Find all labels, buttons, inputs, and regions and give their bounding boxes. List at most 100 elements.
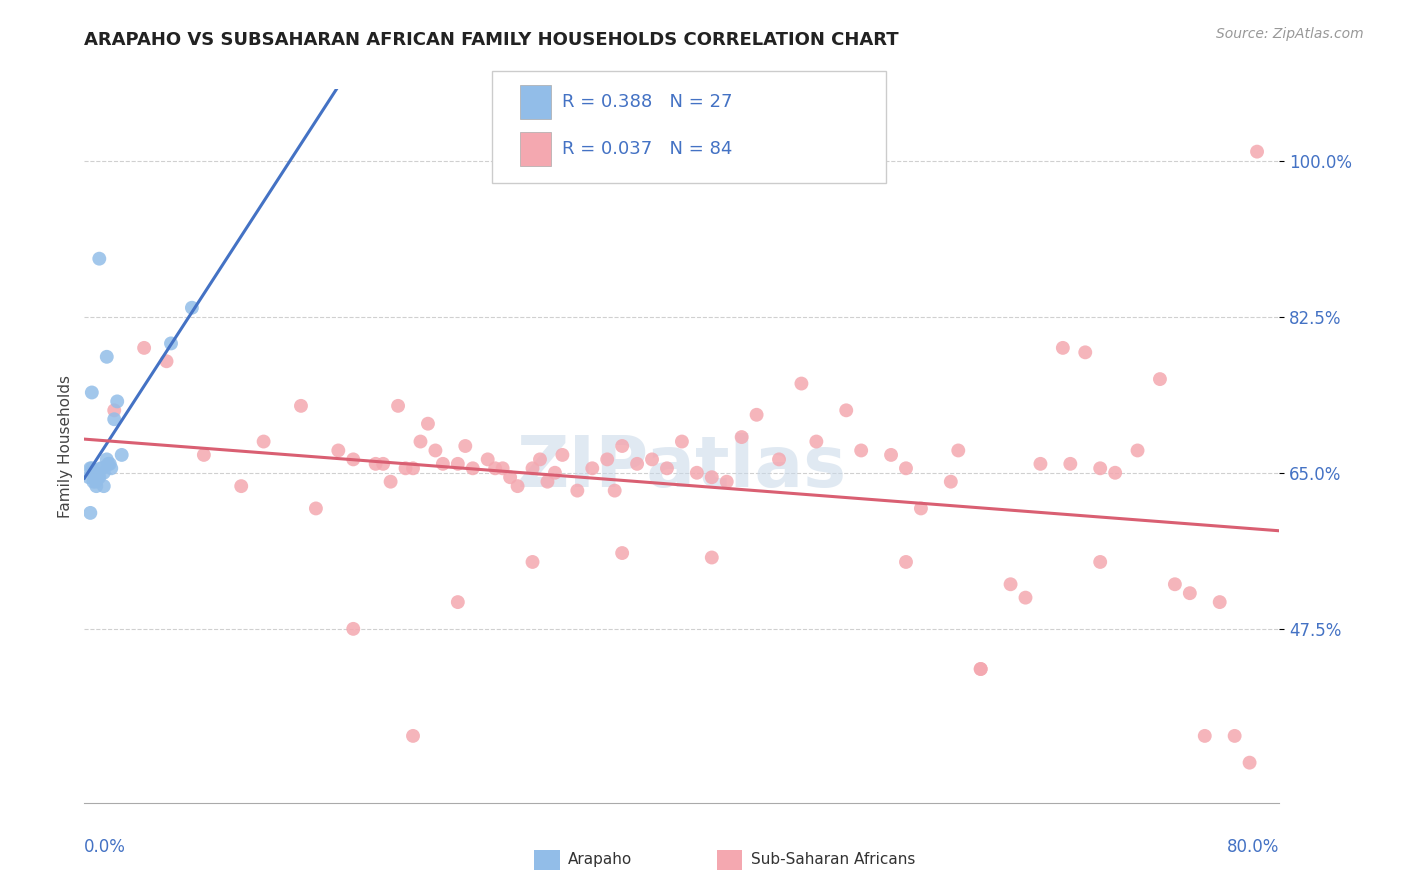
Point xyxy=(731,430,754,444)
Point xyxy=(89,470,111,484)
Point xyxy=(970,662,993,676)
Point xyxy=(544,466,567,480)
Point xyxy=(432,457,454,471)
Text: R = 0.388   N = 27: R = 0.388 N = 27 xyxy=(562,93,733,111)
Point xyxy=(700,470,723,484)
Point xyxy=(86,475,108,489)
Point xyxy=(155,354,177,368)
Point xyxy=(536,475,558,489)
Point xyxy=(409,434,432,449)
Point xyxy=(91,461,114,475)
Point xyxy=(612,439,634,453)
Point xyxy=(1246,145,1268,159)
Point xyxy=(181,301,204,315)
Point xyxy=(1074,345,1097,359)
Point xyxy=(100,461,122,475)
Point xyxy=(790,376,813,391)
Point xyxy=(939,475,962,489)
Point xyxy=(253,434,276,449)
Point xyxy=(1090,461,1112,475)
Point xyxy=(454,439,477,453)
Point xyxy=(1052,341,1074,355)
Point xyxy=(1178,586,1201,600)
Point xyxy=(506,479,529,493)
Point xyxy=(105,394,128,409)
Point xyxy=(103,403,125,417)
Point xyxy=(603,483,626,498)
Point xyxy=(402,729,425,743)
Point xyxy=(342,622,364,636)
Point xyxy=(492,461,515,475)
Point xyxy=(80,461,103,475)
Point xyxy=(364,457,387,471)
Point xyxy=(1029,457,1052,471)
Point xyxy=(416,417,439,431)
Point xyxy=(82,475,104,489)
Text: Sub-Saharan Africans: Sub-Saharan Africans xyxy=(751,853,915,867)
Y-axis label: Family Households: Family Households xyxy=(58,375,73,517)
Text: ARAPAHO VS SUBSAHARAN AFRICAN FAMILY HOUSEHOLDS CORRELATION CHART: ARAPAHO VS SUBSAHARAN AFRICAN FAMILY HOU… xyxy=(84,31,898,49)
Point xyxy=(522,555,544,569)
Point xyxy=(1059,457,1081,471)
Point xyxy=(835,403,858,417)
Point xyxy=(83,466,105,480)
Point xyxy=(328,443,350,458)
Point xyxy=(160,336,183,351)
Point xyxy=(641,452,664,467)
Point xyxy=(96,452,118,467)
Point xyxy=(522,461,544,475)
Point xyxy=(484,461,506,475)
Point xyxy=(970,662,993,676)
Point xyxy=(79,461,101,475)
Point xyxy=(82,466,104,480)
Point xyxy=(596,452,619,467)
Point xyxy=(447,457,470,471)
Point xyxy=(581,461,603,475)
Point xyxy=(461,461,484,475)
Point xyxy=(394,461,416,475)
Point xyxy=(910,501,932,516)
Point xyxy=(1090,555,1112,569)
Point xyxy=(342,452,364,467)
Point xyxy=(193,448,215,462)
Point xyxy=(1104,466,1126,480)
Point xyxy=(612,546,634,560)
Point xyxy=(716,475,738,489)
Point xyxy=(97,457,120,471)
Point xyxy=(447,595,470,609)
Point xyxy=(373,457,395,471)
Point xyxy=(111,448,134,462)
Point xyxy=(948,443,970,458)
Point xyxy=(551,448,574,462)
Point xyxy=(90,461,112,475)
Point xyxy=(1149,372,1171,386)
Point xyxy=(880,448,903,462)
Text: 0.0%: 0.0% xyxy=(84,838,127,855)
Point xyxy=(1014,591,1036,605)
Point xyxy=(86,479,108,493)
Point xyxy=(686,466,709,480)
Point xyxy=(477,452,499,467)
Point xyxy=(529,452,551,467)
Point xyxy=(567,483,589,498)
Point xyxy=(380,475,402,489)
Point xyxy=(103,412,125,426)
Point xyxy=(290,399,312,413)
Point xyxy=(499,470,522,484)
Point xyxy=(894,461,917,475)
Point xyxy=(894,555,917,569)
Point xyxy=(77,470,100,484)
Point xyxy=(402,461,425,475)
Text: Source: ZipAtlas.com: Source: ZipAtlas.com xyxy=(1216,27,1364,41)
Point xyxy=(700,550,723,565)
Point xyxy=(425,443,447,458)
Point xyxy=(655,461,678,475)
Point xyxy=(93,479,115,493)
Text: R = 0.037   N = 84: R = 0.037 N = 84 xyxy=(562,140,733,158)
Point xyxy=(231,479,253,493)
Point xyxy=(305,501,328,516)
Point xyxy=(1194,729,1216,743)
Point xyxy=(768,452,790,467)
Point xyxy=(1239,756,1261,770)
Point xyxy=(1000,577,1022,591)
